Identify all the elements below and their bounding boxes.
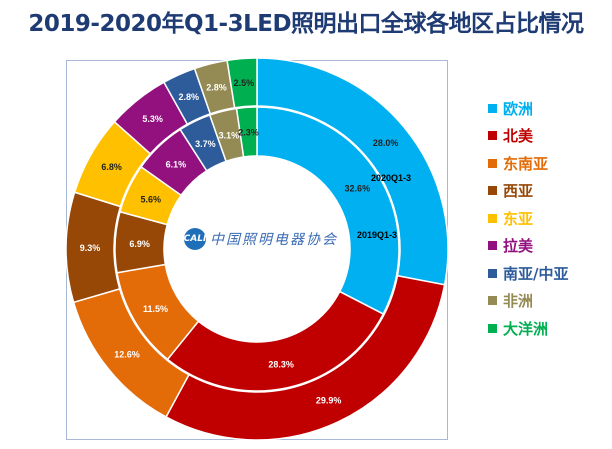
chart-title: 2019-2020年Q1-3LED照明出口全球各地区占比情况 <box>28 11 584 37</box>
legend-label-latin-america: 拉美 <box>503 237 534 255</box>
legend-label-africa: 非洲 <box>503 292 534 310</box>
legend: 欧洲北美东南亚西亚东亚拉美南亚/中亚非洲大洋洲 <box>488 96 568 344</box>
outer-value-label-southeast-asia: 12.6% <box>114 349 140 359</box>
legend-item-north-america: 北美 <box>488 124 568 148</box>
cali-logo-icon: CALI <box>184 228 206 250</box>
legend-swatch-west-asia <box>488 186 497 195</box>
inner-ring-2019 <box>114 106 400 392</box>
inner-value-label-south-central-asia: 3.7% <box>195 139 216 149</box>
legend-swatch-north-america <box>488 131 497 140</box>
legend-label-southeast-asia: 东南亚 <box>503 154 549 173</box>
legend-swatch-europe <box>488 103 497 113</box>
inner-slice-north-america <box>166 290 385 392</box>
legend-item-east-asia: 东亚 <box>488 206 568 230</box>
outer-value-label-south-central-asia: 2.8% <box>178 92 199 102</box>
outer-value-label-north-america: 29.9% <box>316 395 342 405</box>
legend-swatch-africa <box>488 296 497 305</box>
legend-item-africa: 非洲 <box>488 289 568 313</box>
legend-item-oceania: 大洋洲 <box>488 316 568 340</box>
outer-ring-2020 <box>65 57 449 441</box>
inner-value-label-southeast-asia: 11.5% <box>143 304 168 314</box>
legend-swatch-oceania <box>488 323 497 333</box>
inner-value-label-oceania: 2.3% <box>238 127 259 137</box>
outer-value-label-east-asia: 6.8% <box>101 162 122 172</box>
value-labels: 28.0% 29.9% 12.6% 9.3% 6.8% 5.3% 2.8% 2.8% 2.5% 3… <box>80 78 399 405</box>
legend-item-europe: 欧洲 <box>488 96 568 120</box>
legend-item-west-asia: 西亚 <box>488 179 568 203</box>
legend-item-southeast-asia: 东南亚 <box>488 151 568 175</box>
inner-value-label-europe: 32.6% <box>345 183 371 193</box>
inner-slice-oceania <box>235 106 258 158</box>
inner-value-label-west-asia: 6.9% <box>129 239 150 249</box>
inner-value-label-latin-america: 6.1% <box>166 160 187 170</box>
outer-value-label-oceania: 2.5% <box>234 78 255 88</box>
outer-slice-oceania <box>226 57 258 109</box>
association-logo: CALI 中国照明电器协会 <box>184 228 338 250</box>
legend-label-north-america: 北美 <box>503 127 534 145</box>
legend-label-south-central-asia: 南亚/中亚 <box>503 264 569 283</box>
inner-value-label-east-asia: 5.6% <box>140 194 161 204</box>
legend-swatch-southeast-asia <box>488 158 497 168</box>
legend-label-europe: 欧洲 <box>503 99 534 118</box>
legend-label-west-asia: 西亚 <box>503 182 534 200</box>
inner-value-label-africa: 3.1% <box>219 130 240 140</box>
outer-slice-north-america <box>165 274 446 441</box>
legend-swatch-east-asia <box>488 213 497 223</box>
legend-swatch-south-central-asia <box>488 268 497 278</box>
outer-value-label-latin-america: 5.3% <box>142 114 163 124</box>
inner-slice-europe <box>256 106 400 316</box>
inner-value-label-north-america: 28.3% <box>268 359 294 369</box>
outer-value-label-europe: 28.0% <box>373 138 399 148</box>
legend-item-latin-america: 拉美 <box>488 234 568 258</box>
legend-label-east-asia: 东亚 <box>503 209 534 228</box>
legend-label-oceania: 大洋洲 <box>503 319 549 338</box>
legend-item-south-central-asia: 南亚/中亚 <box>488 261 568 285</box>
association-name: 中国照明电器协会 <box>210 232 338 248</box>
outer-value-label-africa: 2.8% <box>206 82 227 92</box>
outer-value-label-west-asia: 9.3% <box>80 243 101 253</box>
series-label-2019: 2019Q1-3 <box>357 230 397 240</box>
series-label-2020: 2020Q1-3 <box>371 173 411 183</box>
legend-swatch-latin-america <box>488 241 497 250</box>
